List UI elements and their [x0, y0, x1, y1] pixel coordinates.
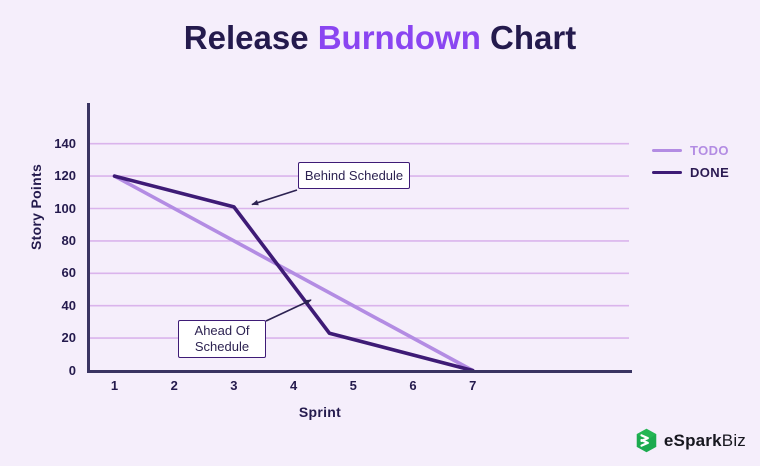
title-pre: Release [183, 19, 318, 56]
y-tick-label: 140 [54, 135, 76, 151]
y-tick-label: 0 [68, 362, 76, 378]
axes [87, 103, 632, 373]
brand-name-bold: eSpark [663, 430, 722, 450]
legend: TODO DONE [652, 143, 729, 180]
x-tick-label: 2 [170, 378, 178, 393]
brand-name-light: Biz [721, 430, 746, 450]
todo-line-swatch [652, 149, 682, 152]
y-tick-label: 60 [61, 265, 76, 281]
annotation-ahead-text-line1: Ahead Of [194, 323, 250, 338]
page-title: Release Burndown Chart [0, 16, 760, 60]
x-tick-label: 4 [289, 378, 298, 393]
legend-label-todo: TODO [690, 143, 729, 158]
annotation-ahead-of-schedule: Ahead Of Schedule [178, 320, 266, 358]
annotation-behind-schedule: Behind Schedule [298, 162, 410, 189]
x-tick-label: 5 [349, 378, 357, 393]
title-highlight: Burndown [317, 19, 481, 56]
x-tick-label: 1 [110, 378, 119, 393]
x-tick-label: 6 [409, 378, 417, 393]
esparkbiz-logo-text: eSparkBiz [664, 431, 746, 451]
gridlines [89, 142, 629, 339]
esparkbiz-logo: eSparkBiz [635, 428, 746, 453]
ahead-of-schedule-arrow [265, 299, 312, 322]
x-axis-title: Sprint [298, 404, 342, 420]
x-tick-label: 3 [230, 378, 238, 393]
series-line-done [112, 174, 475, 373]
annotation-behind-text: Behind Schedule [304, 167, 404, 183]
legend-label-done: DONE [690, 165, 730, 180]
y-tick-label: 120 [54, 168, 76, 184]
legend-item-done: DONE [652, 165, 729, 180]
y-axis-title: Story Points [28, 163, 44, 251]
legend-item-todo: TODO [652, 143, 729, 158]
behind-schedule-arrow [251, 189, 298, 206]
series-line-todo [112, 174, 475, 373]
y-tick-label: 20 [61, 330, 76, 346]
x-tick-label: 7 [469, 378, 477, 393]
axis-lines [87, 103, 632, 373]
annotation-arrows [251, 189, 312, 322]
done-line-swatch [652, 171, 682, 174]
y-tick-label: 40 [61, 297, 76, 313]
annotation-ahead-text-line2: Schedule [194, 339, 250, 354]
y-tick-label: 100 [54, 200, 76, 216]
y-tick-label: 80 [61, 232, 76, 248]
esparkbiz-logo-icon [636, 428, 657, 453]
title-post: Chart [480, 19, 577, 56]
series-lines [112, 174, 475, 373]
